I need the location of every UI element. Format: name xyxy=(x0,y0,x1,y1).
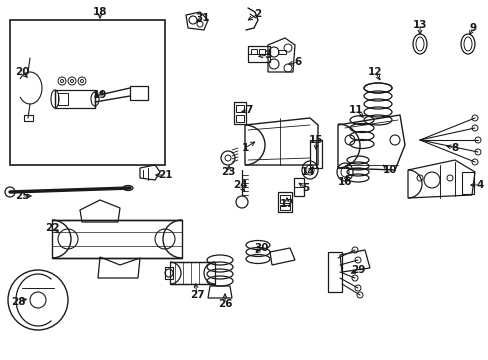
Text: 29: 29 xyxy=(350,265,365,275)
Bar xyxy=(10,20,164,165)
Text: 7: 7 xyxy=(245,105,252,115)
Bar xyxy=(293,178,304,196)
Bar xyxy=(247,46,269,62)
Text: 18: 18 xyxy=(93,7,107,17)
Bar xyxy=(280,205,289,210)
Text: 21: 21 xyxy=(158,170,172,180)
Text: 26: 26 xyxy=(217,299,232,309)
Bar xyxy=(280,195,289,203)
Bar xyxy=(250,49,257,54)
Bar xyxy=(164,267,173,279)
Bar xyxy=(309,140,321,168)
Text: 30: 30 xyxy=(254,243,269,253)
Bar xyxy=(259,49,264,54)
Text: 14: 14 xyxy=(300,167,315,177)
Bar xyxy=(278,50,285,54)
Text: 27: 27 xyxy=(189,290,204,300)
Text: 15: 15 xyxy=(308,135,323,145)
Bar xyxy=(461,172,473,194)
Text: 4: 4 xyxy=(475,180,483,190)
Bar xyxy=(234,102,245,124)
Bar xyxy=(52,220,182,258)
Bar xyxy=(24,115,33,121)
Text: 28: 28 xyxy=(11,297,25,307)
Text: 10: 10 xyxy=(382,165,396,175)
Text: 12: 12 xyxy=(367,67,382,77)
Bar xyxy=(58,93,68,105)
Text: 9: 9 xyxy=(468,23,476,33)
Text: 6: 6 xyxy=(294,57,301,67)
Bar xyxy=(278,192,291,212)
Bar xyxy=(236,105,244,112)
Text: 2: 2 xyxy=(254,9,261,19)
Bar xyxy=(327,252,341,292)
Text: 17: 17 xyxy=(279,199,294,209)
Text: 19: 19 xyxy=(93,90,107,100)
Text: 31: 31 xyxy=(195,13,210,23)
Text: 5: 5 xyxy=(302,183,309,193)
Text: 3: 3 xyxy=(264,50,271,60)
Text: 11: 11 xyxy=(348,105,363,115)
Text: 13: 13 xyxy=(412,20,427,30)
Text: 8: 8 xyxy=(450,143,458,153)
Text: 25: 25 xyxy=(15,191,29,201)
Text: 23: 23 xyxy=(220,167,235,177)
Bar xyxy=(130,86,148,100)
Bar xyxy=(236,115,244,122)
Text: 22: 22 xyxy=(45,223,59,233)
Text: 20: 20 xyxy=(15,67,29,77)
Text: 24: 24 xyxy=(232,180,247,190)
Bar xyxy=(170,262,215,284)
Text: 1: 1 xyxy=(241,143,248,153)
Bar xyxy=(55,90,95,108)
Text: 16: 16 xyxy=(337,177,351,187)
